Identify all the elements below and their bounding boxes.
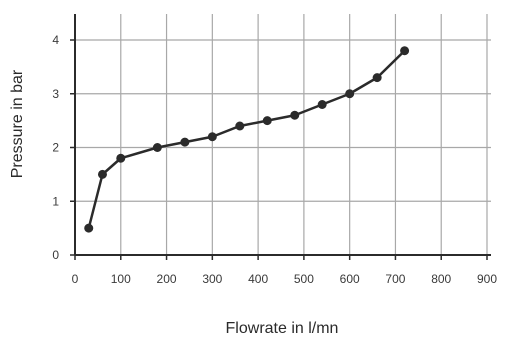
data-point-5: [207, 132, 217, 142]
x-tick-label-400: 400: [248, 272, 268, 286]
data-point-12: [400, 46, 410, 56]
data-point-9: [317, 100, 327, 109]
x-tick-label-300: 300: [202, 272, 222, 286]
x-tick-label-100: 100: [111, 272, 131, 286]
y-axis-title: Pressure in bar: [9, 69, 26, 178]
data-point-2: [116, 153, 126, 163]
y-tick-label-1: 1: [52, 194, 59, 208]
x-tick-label-500: 500: [294, 272, 314, 286]
y-tick-label-2: 2: [52, 141, 59, 155]
grid-layer: [75, 14, 491, 255]
data-point-0: [84, 223, 94, 233]
x-axis-title: Flowrate in l/mn: [226, 320, 339, 337]
data-point-3: [152, 143, 162, 152]
x-tick-label-600: 600: [340, 272, 360, 286]
axes-layer: [70, 14, 491, 260]
data-point-6: [235, 121, 245, 131]
x-tick-label-700: 700: [385, 272, 405, 286]
x-tick-label-0: 0: [72, 272, 79, 286]
data-point-1: [97, 169, 107, 179]
x-tick-label-900: 900: [477, 272, 497, 286]
tick-labels: 0 100 200 300 400 500 600 700 800 900 0 1 2 3 4: [52, 33, 497, 286]
y-tick-label-3: 3: [52, 87, 59, 101]
data-point-7: [262, 116, 272, 126]
series-layer: [84, 46, 410, 233]
y-tick-label-4: 4: [52, 33, 59, 47]
data-point-10: [345, 89, 355, 99]
data-point-4: [180, 137, 190, 147]
x-tick-label-200: 200: [157, 272, 177, 286]
y-tick-label-0: 0: [52, 248, 59, 262]
x-tick-label-800: 800: [431, 272, 451, 286]
data-point-11: [372, 73, 382, 83]
data-point-8: [290, 110, 300, 120]
